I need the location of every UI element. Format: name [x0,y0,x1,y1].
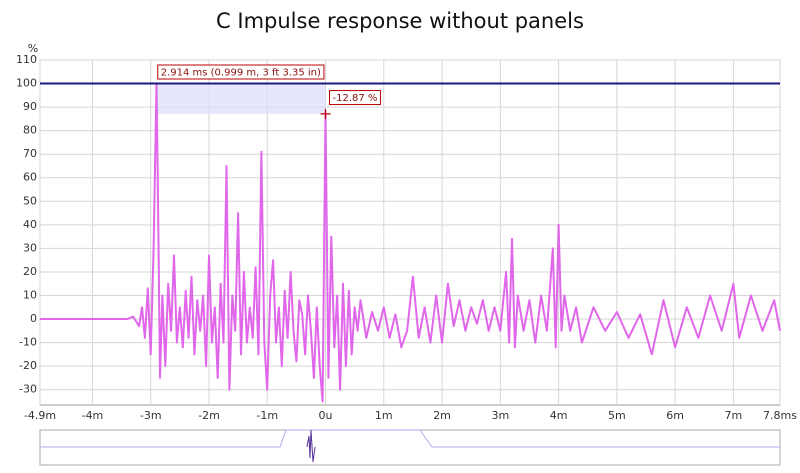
x-tick-label: 7m [725,409,743,422]
y-tick-label: 40 [23,218,37,231]
plot-area [39,59,781,406]
annotation: 2.914 ms (0.999 m, 3 ft 3.35 in) [157,64,325,80]
y-tick-label: -20 [19,359,37,372]
x-tick-label: 7.8ms [763,409,797,422]
x-tick-label: -1m [256,409,278,422]
series-line [40,82,781,403]
y-tick-label: 90 [23,100,37,113]
x-tick-label: 4m [550,409,568,422]
y-tick-label: 50 [23,194,37,207]
y-tick-label: 60 [23,171,37,184]
x-tick-label: 0u [319,409,333,422]
overview-trace [306,429,316,463]
cursor-marker [320,108,331,119]
y-tick-label: 110 [16,53,37,66]
y-tick-label: 70 [23,147,37,160]
chart-title: C Impulse response without panels [216,9,584,33]
x-tick-label: -4.9m [24,409,56,422]
x-tick-label: 5m [608,409,626,422]
x-tick-label: -2m [198,409,220,422]
annotation: -12.87 % [329,90,381,106]
cursor-region [155,83,326,114]
x-tick-label: -4m [82,409,104,422]
y-tick-label: 0 [30,312,37,325]
y-tick-label: 80 [23,124,37,137]
x-tick-label: -3m [140,409,162,422]
x-tick-label: 6m [666,409,684,422]
overview-window [40,429,780,448]
annotation-text: 2.914 ms (0.999 m, 3 ft 3.35 in) [161,68,321,79]
y-tick-label: 30 [23,241,37,254]
annotation-box [157,64,325,80]
annotation-box [329,90,381,106]
y-tick-label: -30 [19,383,37,396]
annotation-text: -12.87 % [333,93,378,104]
x-tick-label: 3m [491,409,509,422]
y-tick-label: 10 [23,288,37,301]
y-tick-label: 20 [23,265,37,278]
y-unit: % [28,42,38,55]
x-tick-label: 1m [375,409,393,422]
y-tick-label: 100 [16,77,37,90]
x-tick-label: 2m [433,409,451,422]
y-tick-label: -10 [19,336,37,349]
